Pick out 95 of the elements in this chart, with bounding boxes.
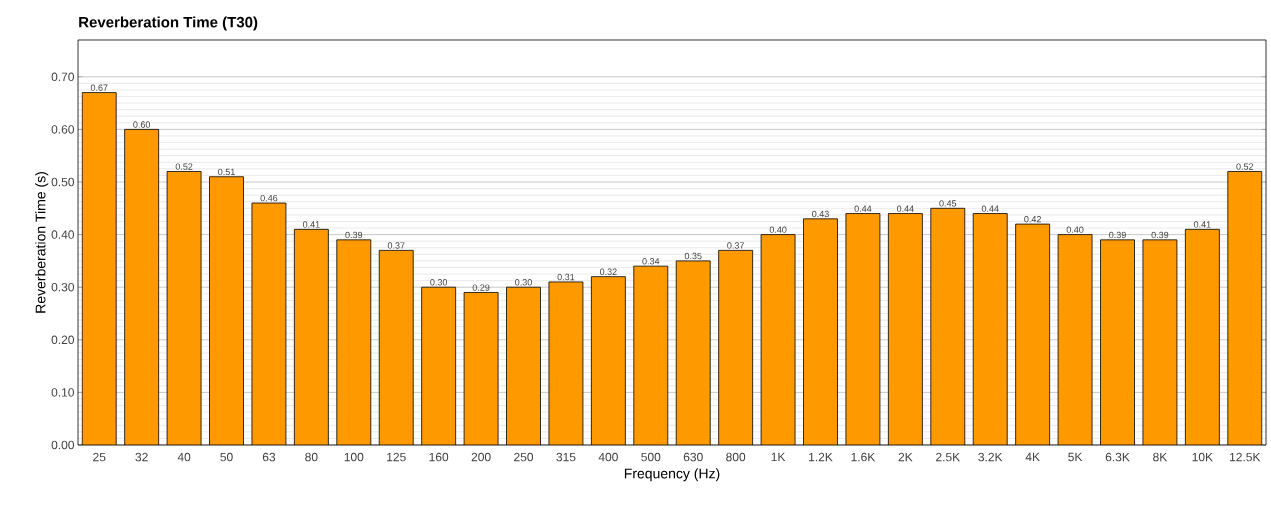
x-tick-label: 500 — [641, 452, 661, 462]
x-tick-label: 125 — [387, 452, 406, 462]
data-label: 0.52 — [1236, 163, 1254, 170]
x-tick-label: 1.6K — [851, 452, 876, 462]
data-label: 0.42 — [1024, 216, 1041, 223]
x-tick-label: 6.3K — [1105, 452, 1130, 462]
bar — [124, 129, 159, 445]
x-axis-title: Frequency (Hz) — [624, 468, 720, 482]
bar — [82, 92, 117, 445]
x-tick-label: 63 — [262, 452, 276, 462]
bar — [761, 234, 796, 445]
bar — [633, 266, 668, 445]
bar — [506, 287, 541, 445]
x-tick-label: 2.5K — [936, 452, 960, 462]
data-label: 0.40 — [769, 226, 787, 233]
data-label: 0.37 — [727, 242, 744, 249]
x-tick-label: 1.2K — [809, 452, 833, 462]
bar — [379, 250, 414, 445]
x-tick-label: 250 — [514, 452, 534, 462]
x-tick-label: 315 — [556, 452, 576, 462]
x-tick-label: 100 — [344, 452, 364, 462]
y-tick-label: 0.70 — [51, 72, 75, 82]
bar — [464, 292, 499, 445]
x-tick-label: 3.2K — [978, 452, 1003, 462]
data-label: 0.29 — [472, 284, 490, 291]
bar — [167, 171, 202, 445]
bar — [973, 213, 1008, 445]
data-label: 0.44 — [896, 205, 914, 212]
bar — [591, 276, 626, 445]
x-tick-label: 8K — [1153, 452, 1168, 462]
y-tick-label: 0.50 — [51, 177, 75, 187]
bar — [888, 213, 923, 445]
data-label: 0.67 — [90, 84, 108, 91]
x-tick-label: 200 — [471, 452, 491, 462]
y-tick-label: 0.10 — [51, 388, 75, 397]
x-tick-label: 4K — [1025, 452, 1040, 462]
y-tick-label: 0.30 — [51, 282, 75, 292]
data-label: 0.35 — [684, 252, 702, 260]
bar — [803, 218, 838, 445]
x-tick-label: 630 — [683, 452, 703, 462]
bar — [548, 281, 583, 445]
y-tick-label: 0.60 — [51, 125, 75, 134]
data-label: 0.39 — [1151, 231, 1169, 239]
x-tick-label: 800 — [726, 452, 746, 462]
bar — [1015, 224, 1050, 445]
bar — [336, 239, 371, 445]
data-label: 0.32 — [599, 268, 617, 275]
data-label: 0.43 — [812, 210, 829, 218]
data-label: 0.40 — [1066, 226, 1084, 233]
bar — [676, 260, 711, 445]
bar — [421, 287, 456, 445]
data-label: 0.39 — [1109, 231, 1126, 239]
x-tick-label: 80 — [305, 452, 318, 462]
x-tick-label: 10K — [1192, 452, 1213, 462]
data-label: 0.39 — [345, 231, 363, 239]
bar — [1100, 239, 1135, 445]
x-tick-label: 50 — [220, 452, 233, 462]
bar — [1227, 171, 1263, 445]
data-label: 0.41 — [302, 221, 320, 228]
bar — [845, 213, 880, 445]
x-tick-label: 25 — [93, 452, 106, 462]
data-label: 0.34 — [642, 258, 660, 265]
data-label: 0.51 — [218, 168, 235, 176]
x-tick-label: 40 — [177, 452, 191, 462]
x-tick-label: 32 — [135, 452, 148, 462]
y-tick-label: 0.00 — [51, 440, 75, 450]
data-label: 0.41 — [1193, 221, 1211, 228]
bar — [1058, 234, 1093, 445]
data-label: 0.52 — [175, 163, 193, 170]
y-tick-label: 0.20 — [51, 335, 75, 345]
y-axis-title: Reverberation Time (s) — [35, 172, 49, 313]
data-label: 0.30 — [430, 279, 448, 286]
bar — [1185, 229, 1220, 445]
data-label: 0.45 — [939, 200, 957, 207]
x-tick-label: 2K — [898, 452, 913, 462]
y-tick-label: 0.40 — [51, 230, 75, 239]
bar — [209, 176, 244, 445]
x-tick-label: 160 — [429, 452, 449, 462]
x-tick-label: 1K — [771, 452, 786, 462]
data-label: 0.37 — [387, 242, 405, 249]
bar — [930, 208, 965, 445]
bar — [1142, 239, 1177, 445]
data-label: 0.44 — [981, 205, 999, 212]
x-tick-label: 12.5K — [1230, 452, 1261, 462]
data-label: 0.60 — [133, 121, 151, 128]
data-label: 0.46 — [260, 194, 278, 202]
x-tick-label: 400 — [598, 452, 618, 462]
data-label: 0.30 — [515, 279, 532, 286]
bar — [251, 203, 286, 445]
x-tick-label: 5K — [1068, 452, 1083, 462]
data-label: 0.31 — [557, 273, 575, 281]
bar — [718, 250, 753, 445]
chart-title: Reverberation Time (T30) — [79, 16, 258, 31]
data-label: 0.44 — [854, 205, 872, 212]
bar — [294, 229, 329, 445]
